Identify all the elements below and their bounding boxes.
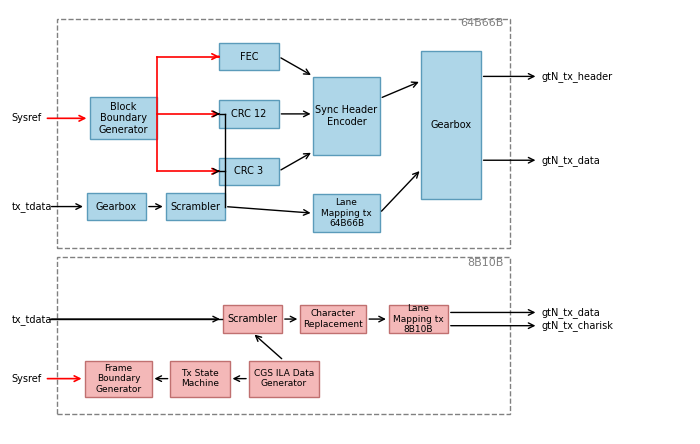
- Text: 64B66B: 64B66B: [460, 18, 503, 28]
- FancyBboxPatch shape: [166, 193, 225, 220]
- Text: Lane
Mapping tx
64B66B: Lane Mapping tx 64B66B: [321, 198, 372, 228]
- Text: Tx State
Machine: Tx State Machine: [181, 369, 219, 388]
- FancyBboxPatch shape: [249, 361, 318, 397]
- Text: FEC: FEC: [239, 52, 258, 62]
- Text: Sysref: Sysref: [12, 374, 42, 384]
- FancyBboxPatch shape: [314, 194, 379, 232]
- FancyBboxPatch shape: [219, 100, 279, 127]
- Text: gtN_tx_header: gtN_tx_header: [542, 71, 613, 82]
- FancyBboxPatch shape: [219, 43, 279, 70]
- FancyBboxPatch shape: [300, 305, 366, 333]
- Text: Frame
Boundary
Generator: Frame Boundary Generator: [95, 364, 141, 393]
- FancyBboxPatch shape: [223, 305, 282, 333]
- Text: gtN_tx_data: gtN_tx_data: [542, 307, 601, 318]
- Text: tx_tdata: tx_tdata: [12, 201, 52, 212]
- Text: Sysref: Sysref: [12, 113, 42, 123]
- Text: CGS ILA Data
Generator: CGS ILA Data Generator: [253, 369, 314, 388]
- Text: Scrambler: Scrambler: [170, 202, 220, 211]
- Text: CRC 3: CRC 3: [234, 166, 263, 176]
- Text: 8B10B: 8B10B: [467, 258, 503, 268]
- FancyBboxPatch shape: [171, 361, 230, 397]
- Text: Scrambler: Scrambler: [228, 314, 277, 324]
- FancyBboxPatch shape: [87, 193, 146, 220]
- Text: Block
Boundary
Generator: Block Boundary Generator: [99, 102, 148, 135]
- FancyBboxPatch shape: [90, 97, 157, 139]
- Text: Character
Replacement: Character Replacement: [303, 309, 363, 329]
- FancyBboxPatch shape: [421, 51, 481, 199]
- Text: CRC 12: CRC 12: [231, 109, 267, 119]
- FancyBboxPatch shape: [85, 361, 152, 397]
- FancyBboxPatch shape: [314, 78, 379, 155]
- FancyBboxPatch shape: [219, 158, 279, 185]
- Text: Gearbox: Gearbox: [430, 120, 472, 130]
- Text: tx_tdata: tx_tdata: [12, 313, 52, 325]
- Text: Sync Header
Encoder: Sync Header Encoder: [316, 105, 377, 127]
- Text: gtN_tx_data: gtN_tx_data: [542, 155, 601, 166]
- Text: gtN_tx_charisk: gtN_tx_charisk: [542, 320, 614, 331]
- Text: Lane
Mapping tx
8B10B: Lane Mapping tx 8B10B: [393, 304, 444, 334]
- FancyBboxPatch shape: [389, 305, 448, 333]
- Text: Gearbox: Gearbox: [96, 202, 137, 211]
